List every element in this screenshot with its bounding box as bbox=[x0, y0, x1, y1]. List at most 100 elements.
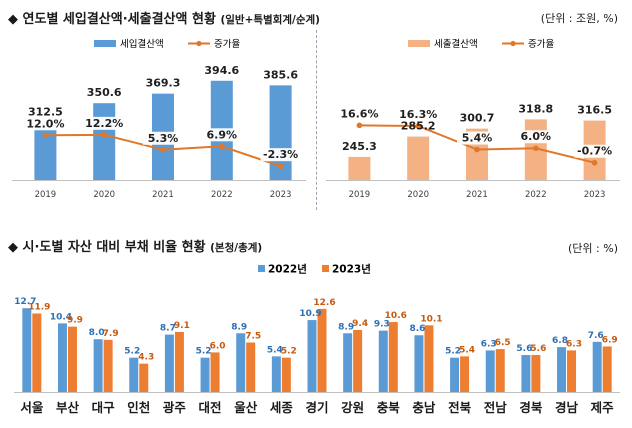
ratio-x-tick-강원: 강원 bbox=[341, 400, 364, 415]
expenditure-bar-2020 bbox=[407, 136, 430, 180]
revenue-bar-2020 bbox=[93, 103, 116, 180]
ratio-value-2023-세종: 5.2 bbox=[281, 347, 297, 357]
expenditure-value-label-2023: 316.5 bbox=[577, 104, 612, 117]
ratio-chart-panel: 2022년 2023년 12.7 11.9 서울 10.4 9.9 부산 8.0 7.9 대구 5.2… bbox=[6, 258, 626, 424]
revenue-x-tick-2023: 2023 bbox=[270, 190, 292, 200]
ratio-bar-2022-전남 bbox=[485, 350, 495, 392]
ratio-value-2022-울산: 8.9 bbox=[231, 322, 247, 332]
ratio-value-2022-충남: 8.6 bbox=[409, 324, 425, 334]
section2-title-text: ◆ 시·도별 자산 대비 부채 비율 현황 bbox=[8, 240, 206, 255]
ratio-bar-2022-대전 bbox=[200, 357, 210, 392]
ratio-legend: 2022년 2023년 bbox=[258, 263, 371, 276]
ratio-x-tick-울산: 울산 bbox=[234, 400, 258, 415]
ratio-bar-2022-인천 bbox=[129, 357, 139, 392]
expenditure-x-tick-2020: 2020 bbox=[407, 190, 429, 200]
revenue-x-tick-2020: 2020 bbox=[93, 190, 115, 200]
ratio-legend-2023-swatch bbox=[322, 265, 329, 272]
revenue-rate-point-2022 bbox=[219, 143, 225, 150]
expenditure-rate-label-2020: 16.3% bbox=[399, 108, 437, 121]
ratio-bar-2023-강원 bbox=[353, 329, 363, 392]
ratio-value-2022-제주: 7.6 bbox=[588, 331, 604, 341]
ratio-x-tick-광주: 광주 bbox=[163, 400, 187, 415]
ratio-value-2023-충남: 10.1 bbox=[420, 314, 442, 324]
revenue-value-label-2019: 312.5 bbox=[28, 106, 63, 119]
revenue-x-tick-2022: 2022 bbox=[211, 190, 233, 200]
ratio-value-2023-경남: 6.3 bbox=[566, 339, 582, 349]
ratio-value-2022-서울: 12.7 bbox=[14, 297, 36, 307]
revenue-rate-label-bg-2023 bbox=[260, 148, 301, 162]
expenditure-rate-point-2021 bbox=[474, 146, 480, 153]
revenue-rate-point-2020 bbox=[101, 132, 107, 138]
ratio-x-tick-경남: 경남 bbox=[555, 400, 579, 415]
ratio-bar-2023-충남 bbox=[424, 325, 434, 392]
revenue-rate-point-2023 bbox=[277, 163, 284, 169]
revenue-legend-line-marker bbox=[196, 40, 202, 47]
section1-divider bbox=[316, 30, 317, 210]
ratio-bar-2022-강원 bbox=[343, 333, 353, 392]
ratio-bar-2023-충북 bbox=[388, 322, 398, 392]
ratio-value-2022-강원: 8.9 bbox=[338, 322, 354, 332]
section2-unit: (단위 : %) bbox=[568, 242, 618, 255]
ratio-value-2023-대전: 6.0 bbox=[210, 341, 226, 351]
expenditure-rate-point-2022 bbox=[533, 145, 539, 152]
ratio-x-tick-충북: 충북 bbox=[377, 400, 401, 415]
section1-unit: (단위 : 조원, %) bbox=[540, 12, 618, 25]
ratio-bar-2023-제주 bbox=[602, 346, 612, 392]
ratio-bar-2023-경북 bbox=[531, 355, 541, 392]
expenditure-rate-label-2021: 5.4% bbox=[462, 132, 493, 145]
ratio-x-tick-경북: 경북 bbox=[519, 400, 543, 415]
ratio-x-tick-세종: 세종 bbox=[270, 400, 294, 415]
revenue-value-label-2020: 350.6 bbox=[87, 86, 122, 99]
section1-title-text: ◆ 연도별 세입결산액·세출결산액 현황 bbox=[8, 12, 216, 27]
expenditure-chart: 세출결산액 증가율 245.3 285.2 300.7 318.8 316.5 16.6% 16… bbox=[326, 38, 620, 200]
expenditure-legend-line-marker bbox=[510, 40, 516, 47]
ratio-bar-2023-경남 bbox=[567, 350, 577, 392]
ratio-value-2022-대전: 5.2 bbox=[196, 347, 212, 357]
expenditure-x-tick-2023: 2023 bbox=[584, 190, 606, 200]
ratio-value-2023-경기: 12.6 bbox=[313, 298, 335, 308]
expenditure-x-tick-2019: 2019 bbox=[349, 190, 371, 200]
revenue-rate-point-2019 bbox=[42, 132, 49, 139]
ratio-value-2022-광주: 8.7 bbox=[160, 324, 176, 334]
expenditure-chart-panel: 세출결산액 증가율 245.3 285.2 300.7 318.8 316.5 16.6% 16… bbox=[320, 30, 626, 210]
revenue-rate-label-bg-2019 bbox=[25, 117, 66, 131]
revenue-chart: 세입결산액 증가율 312.5 350.6 369.3 394.6 385.6 12.0% 12… bbox=[12, 38, 306, 200]
revenue-value-label-2021: 369.3 bbox=[146, 77, 181, 90]
expenditure-x-tick-2021: 2021 bbox=[466, 190, 488, 200]
revenue-x-tick-2019: 2019 bbox=[35, 190, 57, 200]
expenditure-rate-label-bg-2019 bbox=[339, 107, 380, 121]
ratio-legend-2022-swatch bbox=[258, 265, 265, 272]
revenue-value-label-2023: 385.6 bbox=[263, 68, 298, 81]
expenditure-legend-bar-swatch bbox=[408, 40, 430, 47]
ratio-value-2022-전북: 5.2 bbox=[445, 347, 461, 357]
expenditure-x-tick-2022: 2022 bbox=[525, 190, 547, 200]
ratio-bar-2023-전남 bbox=[495, 349, 505, 392]
section2-title-sub: (본청/총계) bbox=[210, 242, 263, 254]
expenditure-rate-label-2019: 16.6% bbox=[340, 107, 378, 120]
ratio-bar-2023-전북 bbox=[460, 356, 470, 392]
revenue-rate-label-bg-2020 bbox=[84, 116, 125, 130]
ratio-bar-2023-인천 bbox=[139, 363, 149, 392]
ratio-value-2023-울산: 7.5 bbox=[245, 332, 261, 342]
ratio-bar-2023-경기 bbox=[317, 308, 327, 392]
revenue-rate-label-bg-2022 bbox=[201, 128, 242, 142]
ratio-bar-2023-서울 bbox=[32, 313, 42, 392]
ratio-value-2023-충북: 10.6 bbox=[385, 311, 407, 321]
ratio-bar-2022-경남 bbox=[557, 347, 567, 392]
ratio-x-tick-서울: 서울 bbox=[20, 400, 44, 415]
expenditure-value-label-2021: 300.7 bbox=[460, 112, 495, 125]
ratio-value-2022-인천: 5.2 bbox=[124, 347, 140, 357]
ratio-bar-2022-충남 bbox=[414, 335, 424, 392]
section1-title: ◆ 연도별 세입결산액·세출결산액 현황 (일반+특별회계/순계) bbox=[8, 8, 320, 27]
revenue-chart-panel: 세입결산액 증가율 312.5 350.6 369.3 394.6 385.6 12.0% 12… bbox=[6, 30, 312, 210]
ratio-x-tick-대전: 대전 bbox=[199, 400, 222, 415]
ratio-bar-2022-전북 bbox=[450, 357, 460, 392]
ratio-bar-2023-대구 bbox=[103, 339, 113, 392]
ratio-x-tick-인천: 인천 bbox=[127, 400, 150, 415]
ratio-value-2023-서울: 11.9 bbox=[28, 302, 50, 312]
expenditure-legend-bar-label: 세출결산액 bbox=[434, 38, 478, 50]
ratio-x-tick-대구: 대구 bbox=[92, 400, 116, 415]
expenditure-rate-label-bg-2020 bbox=[398, 107, 439, 121]
ratio-value-2023-인천: 4.3 bbox=[138, 353, 154, 363]
ratio-bar-2023-울산 bbox=[246, 342, 256, 392]
